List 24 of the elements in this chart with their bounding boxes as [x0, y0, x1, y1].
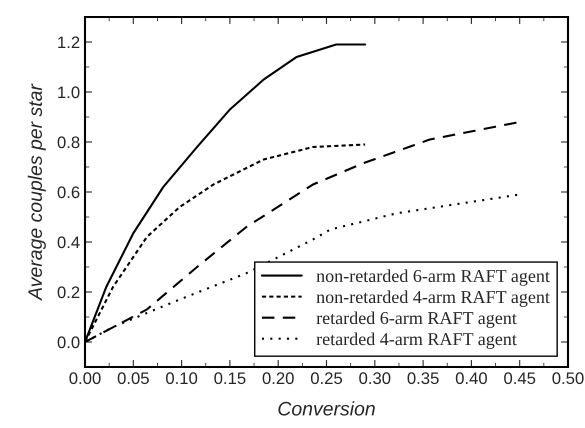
- x-tick-label: 0.35: [408, 372, 439, 384]
- y-tick-label: 0.6: [58, 186, 80, 198]
- x-tick-label: 0.40: [456, 372, 487, 384]
- x-axis-title: Conversion: [278, 401, 375, 416]
- x-tick-label: 0.50: [552, 372, 584, 384]
- x-tick-label: 0.25: [310, 372, 342, 384]
- y-tick-label: 0.0: [58, 336, 80, 348]
- x-tick-label: 0.20: [262, 372, 294, 384]
- legend-label: retarded 6-arm RAFT agent: [316, 311, 517, 328]
- x-tick-label: 0.45: [504, 372, 536, 384]
- y-tick-label: 1.2: [58, 36, 80, 48]
- y-tick-label: 0.2: [58, 286, 80, 298]
- y-tick-label: 0.4: [58, 236, 80, 248]
- x-tick-label: 0.15: [214, 372, 246, 384]
- y-tick-label: 0.8: [58, 136, 80, 148]
- legend-label: retarded 4-arm RAFT agent: [316, 332, 517, 349]
- legend-label: non-retarded 6-arm RAFT agent: [316, 269, 550, 286]
- legend-label: non-retarded 4-arm RAFT agent: [316, 290, 550, 307]
- x-tick-label: 0.10: [166, 372, 198, 384]
- x-tick-label: 0.30: [359, 372, 390, 384]
- y-tick-label: 1.0: [58, 86, 80, 98]
- x-tick-label: 0.05: [118, 372, 149, 384]
- x-tick-label: 0.00: [69, 372, 101, 384]
- y-axis-title: Average couples per star: [28, 83, 46, 301]
